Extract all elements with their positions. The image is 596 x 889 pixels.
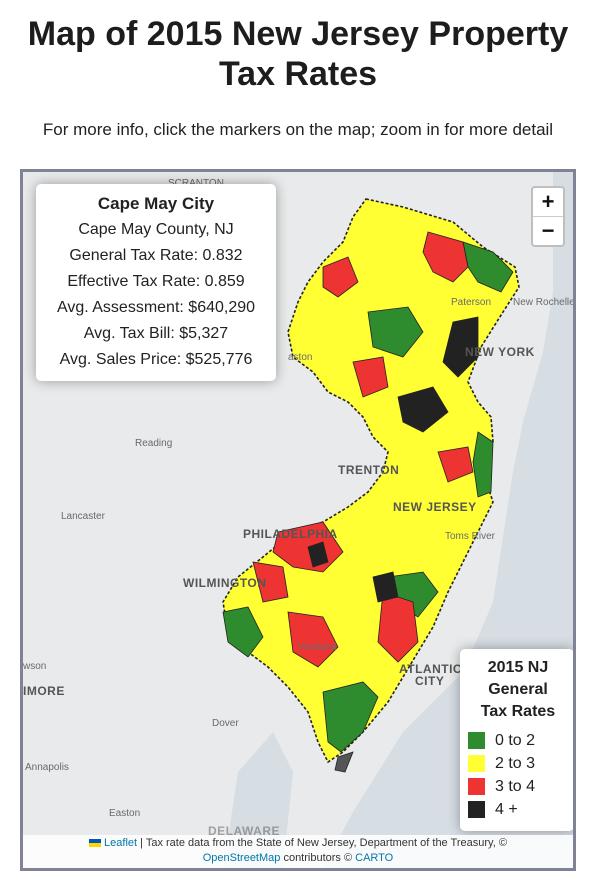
region-red-somerset[interactable] (352, 356, 389, 398)
label-annapolis: Annapolis (25, 762, 69, 773)
zoom-control: + − (531, 186, 565, 247)
info-effective-tax-rate: Effective Tax Rate: 0.859 (67, 273, 245, 290)
page-title: Map of 2015 New Jersey Property Tax Rate… (0, 14, 596, 94)
legend-swatch-black (468, 801, 485, 818)
leaflet-link[interactable]: Leaflet (104, 837, 138, 849)
page-title-line-2: Tax Rates (218, 55, 378, 93)
delaware-bay (223, 732, 293, 868)
attribution-text-1: | Tax rate data from the State of New Je… (137, 837, 507, 849)
page-title-line-1: Map of 2015 New Jersey Property (27, 15, 569, 53)
attribution-text-2: contributors © (280, 852, 356, 864)
region-green-morris[interactable] (367, 306, 424, 358)
info-general-tax-rate: General Tax Rate: 0.832 (69, 247, 243, 264)
info-avg-assessment: Avg. Assessment: $640,290 (56, 299, 256, 316)
region-red-atlantic[interactable] (377, 591, 419, 663)
info-county: Cape May County, NJ (78, 221, 234, 238)
label-wilmington: WILMINGTON (183, 576, 266, 590)
region-black-hudson[interactable] (442, 316, 479, 378)
ukraine-flag-icon (89, 839, 102, 848)
label-new-york: NEW YORK (465, 345, 535, 359)
label-philadelphia: PHILADELPHIA (243, 527, 338, 541)
region-green-cape-may[interactable] (322, 681, 379, 753)
region-red-passaic[interactable] (422, 231, 469, 283)
region-black-middlesex[interactable] (397, 386, 449, 433)
label-easton: aston (288, 352, 312, 363)
label-reading: Reading (135, 438, 172, 449)
zoom-in-button[interactable]: + (541, 189, 555, 214)
region-red-cumberland[interactable] (287, 611, 339, 668)
legend-swatch-yellow (468, 755, 485, 772)
legend-item-label: 3 to 4 (495, 777, 536, 795)
map-attribution: Leaflet | Tax rate data from the State o… (23, 835, 573, 868)
region-red-sussex[interactable] (322, 256, 359, 298)
info-box: Cape May City Cape May County, NJ Genera… (36, 184, 276, 381)
label-dover: Dover (212, 718, 239, 729)
info-avg-sales-price: Avg. Sales Price: $525,776 (59, 351, 253, 368)
region-red-gloucester[interactable] (252, 561, 289, 603)
legend-item-label: 4 + (495, 800, 518, 818)
label-atlantic-city-line-2: CITY (415, 674, 444, 688)
label-lancaster: Lancaster (61, 511, 106, 522)
label-easton-md: Easton (109, 808, 140, 819)
region-black-cape[interactable] (334, 751, 354, 773)
label-paterson: Paterson (451, 297, 491, 308)
label-atlantic-city-line-1: ATLANTIC (399, 662, 462, 676)
label-delaware: DELAWARE (208, 824, 280, 838)
page-subtitle: For more info, click the markers on the … (42, 120, 554, 139)
region-green-ocean-county[interactable] (472, 431, 494, 498)
region-green-salem[interactable] (222, 606, 264, 658)
label-new-jersey: NEW JERSEY (393, 500, 477, 514)
region-black-mercer[interactable] (372, 571, 399, 603)
map-container[interactable]: SCRANTON Paterson New Rochelle NEW YORK … (20, 169, 576, 871)
legend-item-label: 2 to 3 (495, 754, 536, 772)
legend-title-line-1: 2015 NJ (487, 659, 549, 676)
legend-item: 2 to 3 (468, 752, 568, 775)
legend-swatch-green (468, 732, 485, 749)
legend-item: 4 + (468, 798, 568, 821)
label-trenton: TRENTON (338, 463, 399, 477)
label-towson: wson (23, 661, 46, 672)
region-red-monmouth[interactable] (437, 446, 474, 483)
label-new-rochelle: New Rochelle (513, 297, 573, 308)
legend-item-label: 0 to 2 (495, 731, 536, 749)
legend-item: 0 to 2 (468, 729, 568, 752)
legend-title: 2015 NJ General Tax Rates (468, 657, 568, 723)
region-black-camden-city[interactable] (307, 541, 329, 568)
legend-title-line-3: Tax Rates (480, 703, 556, 720)
label-toms-river: Toms River (445, 531, 496, 542)
label-vineland: Vineland (298, 642, 337, 653)
info-avg-tax-bill: Avg. Tax Bill: $5,327 (83, 325, 229, 342)
label-scranton: SCRANTON (168, 178, 224, 189)
info-municipality-name: Cape May City (97, 194, 215, 213)
legend-swatch-red (468, 778, 485, 795)
openstreetmap-link[interactable]: OpenStreetMap (202, 852, 281, 864)
carto-link[interactable]: CARTO (355, 852, 394, 864)
legend: 2015 NJ General Tax Rates 0 to 2 2 to 3 … (460, 649, 573, 831)
zoom-out-button[interactable]: − (533, 216, 563, 245)
legend-title-line-2: General (488, 681, 548, 698)
legend-item: 3 to 4 (468, 775, 568, 798)
label-baltimore: IMORE (23, 684, 65, 698)
